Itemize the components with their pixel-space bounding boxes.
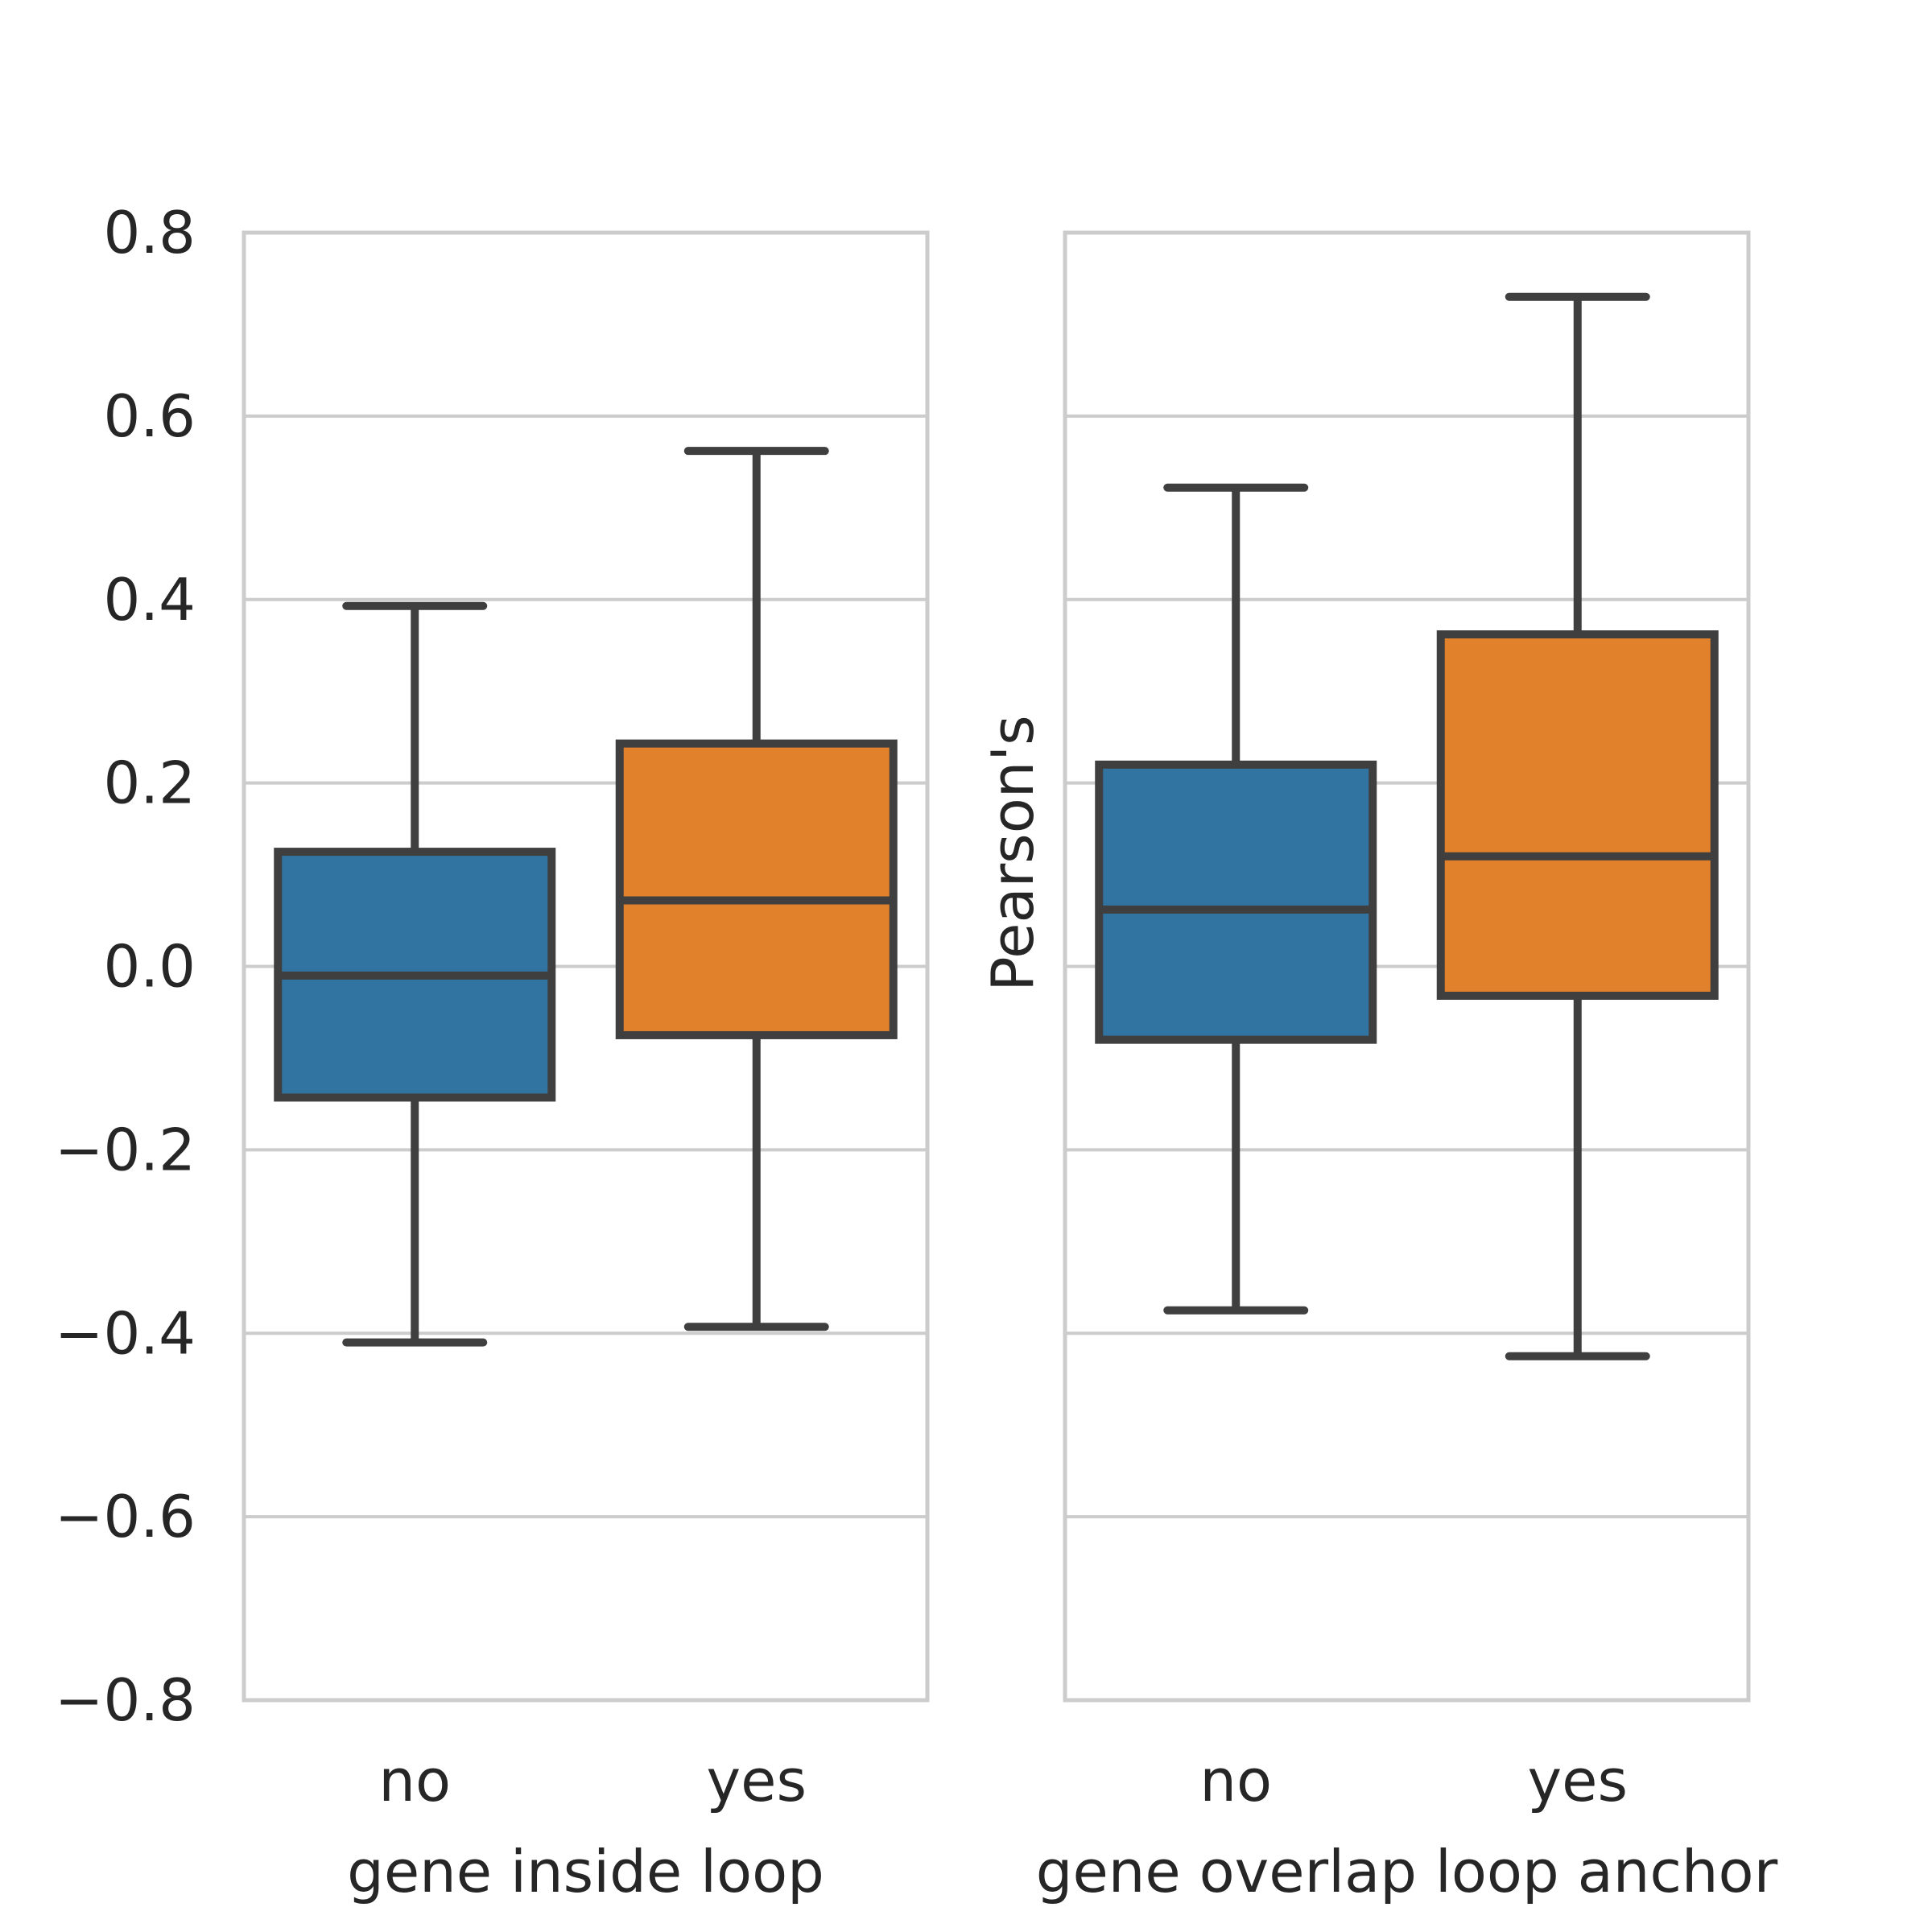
box-no [1095, 483, 1377, 1315]
y-tick-label: 0.4 [103, 566, 196, 634]
x-tick-label: no [378, 1747, 451, 1814]
iqr-box [1095, 760, 1377, 1044]
x-tick-label: no [1199, 1747, 1272, 1814]
box-no [274, 601, 556, 1347]
y-tick-label: 0.2 [103, 749, 196, 817]
box-yes [1436, 292, 1719, 1360]
panel-gene-inside-loop: 0.8 0.6 0.4 0.2 0.0 −0.2 −0.4 −0.6 −0.8 no yes gene… [55, 199, 930, 1905]
plot-frame [242, 230, 930, 1703]
y-tick-label: 0.8 [103, 199, 196, 266]
x-axis-label: gene overlap loop anchor [1036, 1838, 1778, 1905]
plot-frame [1063, 230, 1751, 1703]
x-tick-label: yes [1528, 1747, 1628, 1814]
y-axis-label: Pearson's [979, 715, 1046, 991]
panel-gene-overlap-loop-anchor: no yes gene overlap loop anchor Pearson's [979, 230, 1778, 1905]
y-tick-label: 0.0 [103, 933, 196, 1001]
y-tick-label: −0.2 [55, 1116, 196, 1183]
y-tick-label: −0.4 [55, 1299, 196, 1367]
x-axis-label: gene inside loop [347, 1838, 824, 1905]
box-yes [615, 447, 898, 1331]
iqr-box [615, 739, 898, 1039]
iqr-box [1436, 630, 1719, 1000]
y-tick-label: −0.8 [55, 1666, 196, 1734]
x-tick-label: yes [707, 1747, 807, 1814]
y-tick-label: −0.6 [55, 1483, 196, 1550]
y-tick-label: 0.6 [103, 382, 196, 450]
